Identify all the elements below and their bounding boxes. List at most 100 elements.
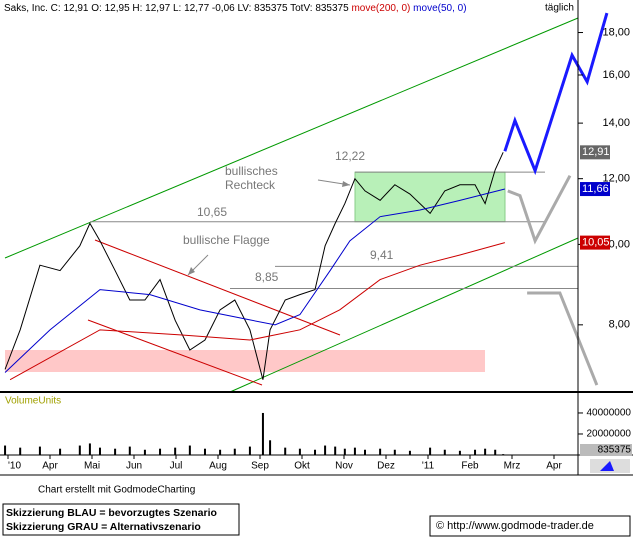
volume-bar: [364, 449, 366, 455]
y-tick-label: 18,00: [602, 26, 630, 38]
series-line: [503, 12, 609, 176]
volume-bar: [59, 448, 62, 455]
volume-bar: [88, 443, 91, 455]
volume-bar: [261, 412, 264, 455]
y-tick-label: 14,00: [602, 117, 630, 129]
icon-arrow: [600, 461, 614, 471]
volume-bar: [38, 446, 41, 455]
header: Saks, Inc. C: 12,91 O: 12,95 H: 12,97 L:…: [4, 3, 467, 14]
y-tick-label: 8,00: [609, 319, 630, 331]
x-tick-label: Feb: [461, 461, 479, 472]
x-tick-label: Jul: [170, 461, 183, 472]
volume-bar: [353, 447, 356, 455]
level-label: 10,65: [197, 205, 227, 219]
series-line: [507, 174, 572, 245]
volume-bar: [494, 449, 497, 455]
last-label-box: [580, 182, 610, 197]
volume-bar: [188, 445, 191, 455]
volume-bar: [484, 448, 487, 455]
volume-bar: [429, 447, 432, 455]
volume-bar: [379, 448, 382, 455]
volume-tick-label: 40000000: [587, 408, 632, 419]
volume-bar: [443, 449, 446, 455]
volume-bar: [269, 440, 272, 455]
period: täglich: [545, 3, 574, 14]
series-line: [4, 188, 505, 373]
price-line: [4, 152, 504, 380]
volume-bar: [502, 454, 505, 455]
volume-bar: [219, 449, 222, 455]
x-tick-label: Sep: [251, 461, 269, 472]
support-zone: [5, 350, 485, 372]
y-tick-label: 12,00: [602, 173, 630, 185]
x-tick-label: Aug: [209, 461, 227, 472]
series-line: [527, 291, 599, 386]
volume-bar: [298, 448, 301, 455]
x-tick-label: '10: [8, 461, 21, 472]
last-label-box: [580, 235, 610, 250]
volume-bar: [203, 448, 206, 455]
annotation: Rechteck: [225, 178, 276, 192]
volume-bar: [128, 446, 131, 455]
annotation: bullisches: [225, 164, 278, 178]
url: © http://www.godmode-trader.de: [436, 520, 594, 532]
volume-bar: [233, 448, 236, 455]
x-tick-label: Dez: [377, 461, 395, 472]
level-label: 12,22: [335, 149, 365, 163]
x-tick-label: Nov: [335, 461, 353, 472]
last-label-box: [580, 145, 610, 160]
volume-bar: [78, 445, 81, 455]
x-tick-label: Mrz: [504, 461, 521, 472]
legend-entry: move(200, 0): [351, 3, 410, 14]
volume-bar: [143, 449, 146, 455]
volume-bar: [458, 450, 461, 455]
volume-bar: [159, 448, 162, 455]
volume-bar: [334, 446, 337, 455]
title: Saks, Inc. C: 12,91 O: 12,95 H: 12,97 L:…: [4, 3, 349, 14]
volume-bar: [324, 445, 327, 455]
volume-bar: [408, 450, 411, 455]
volume-bar: [174, 447, 177, 455]
legend-entry: move(50, 0): [413, 3, 466, 14]
last-volume-label: 835375: [598, 445, 632, 456]
legend-line: Skizzierung BLAU = bevorzugtes Szenario: [6, 507, 217, 519]
x-tick-label: Okt: [294, 461, 310, 472]
volume-bar: [4, 445, 7, 455]
arrow-head: [188, 267, 195, 275]
x-tick-label: '11: [422, 461, 435, 472]
last-volume-box: [580, 444, 632, 456]
volume-bar: [474, 449, 477, 455]
volume-tick-label: 20000000: [587, 429, 632, 440]
level-label: 8,85: [255, 270, 279, 284]
plot: [4, 12, 609, 386]
annotation: bullische Flagge: [183, 233, 270, 247]
legend-line: Skizzierung GRAU = Alternativszenario: [6, 521, 201, 533]
rectangle-zone: [354, 171, 506, 223]
volume-bar: [19, 447, 22, 455]
volume-bar: [284, 447, 287, 455]
x-tick-label: Mai: [84, 461, 100, 472]
x-tick-label: Jun: [126, 461, 142, 472]
volume-label: VolumeUnits: [5, 396, 61, 407]
volume-bar: [393, 449, 396, 455]
level-label: 9,41: [370, 248, 394, 262]
credit: Chart erstellt mit GodmodeCharting: [38, 485, 195, 496]
volume-bar: [248, 446, 251, 455]
y-tick-label: 16,00: [602, 69, 630, 81]
volume-bar: [114, 448, 117, 455]
url-box: [429, 515, 631, 537]
arrow-head: [342, 181, 350, 187]
x-tick-label: Apr: [546, 461, 562, 472]
x-tick-label: Apr: [42, 461, 58, 472]
channel-lower: [229, 237, 579, 393]
volume-bar: [343, 448, 346, 455]
legend-box: [2, 503, 240, 536]
channel-upper: [4, 17, 579, 259]
last-label: 11,66: [582, 183, 609, 195]
last-label: 12,91: [582, 146, 610, 158]
last-label: 10,05: [582, 237, 610, 249]
series-line: [9, 242, 505, 381]
